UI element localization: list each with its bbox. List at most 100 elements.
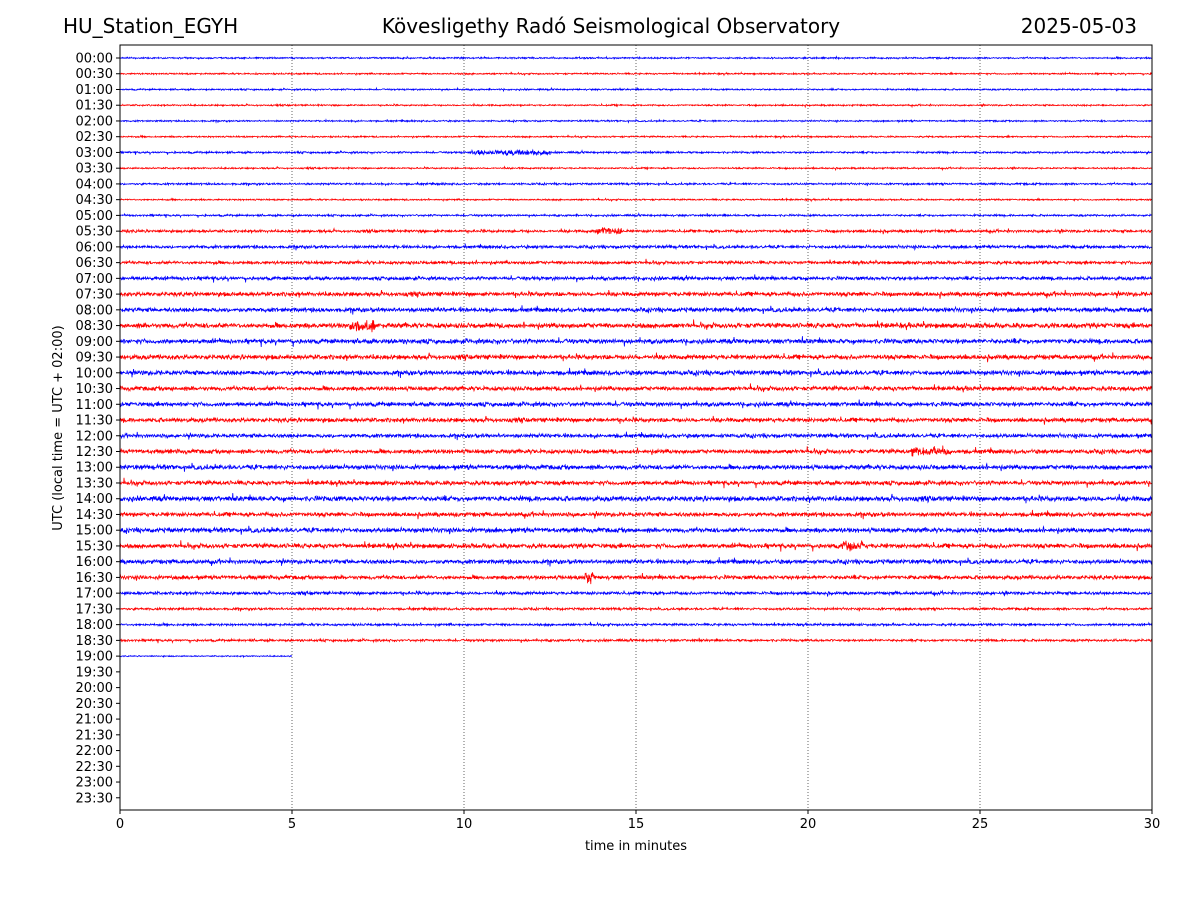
y-tick-label: 01:30 <box>76 99 113 114</box>
y-tick-label: 17:00 <box>76 587 113 602</box>
trace-0200 <box>119 118 1153 124</box>
y-tick-label: 06:00 <box>76 240 113 255</box>
chart-date: 2025-05-03 <box>1020 14 1137 38</box>
trace-1300 <box>119 462 1153 472</box>
y-tick-label: 12:00 <box>76 429 113 444</box>
x-tick-label: 5 <box>288 817 296 832</box>
y-tick-label: 22:00 <box>76 744 113 759</box>
trace-0030 <box>119 71 1153 77</box>
y-tick-label: 04:30 <box>76 193 113 208</box>
y-tick-label: 14:30 <box>76 508 113 523</box>
trace-0600 <box>119 243 1153 251</box>
x-tick-label: 30 <box>1144 817 1161 832</box>
y-tick-label: 03:30 <box>76 162 113 177</box>
y-tick-label: 12:30 <box>76 445 113 460</box>
trace-1200 <box>119 431 1153 441</box>
y-tick-label: 18:00 <box>76 618 113 633</box>
y-tick-label: 18:30 <box>76 634 113 649</box>
trace-1130 <box>119 415 1153 425</box>
trace-1030 <box>119 383 1153 393</box>
trace-0930 <box>119 352 1153 363</box>
trace-1730 <box>119 605 1153 613</box>
x-tick-label: 25 <box>972 817 989 832</box>
trace-1530 <box>119 540 1153 552</box>
x-tick-label: 20 <box>800 817 817 832</box>
y-tick-label: 02:30 <box>76 130 113 145</box>
y-tick-label: 14:00 <box>76 492 113 507</box>
trace-1700 <box>119 589 1153 597</box>
x-axis-label: time in minutes <box>585 839 687 854</box>
y-tick-label: 00:30 <box>76 67 113 82</box>
trace-0500 <box>119 212 1153 219</box>
y-tick-label: 16:00 <box>76 555 113 570</box>
x-tick-label: 15 <box>628 817 645 832</box>
y-tick-label: 05:30 <box>76 225 113 240</box>
x-tick-label: 0 <box>116 817 124 832</box>
trace-1000 <box>119 367 1153 378</box>
trace-0000 <box>119 55 1153 61</box>
trace-1800 <box>119 621 1153 628</box>
station-name: HU_Station_EGYH <box>63 14 239 38</box>
trace-1830 <box>119 637 1153 644</box>
y-tick-label: 01:00 <box>76 83 113 98</box>
trace-0230 <box>119 134 1153 140</box>
trace-1230 <box>119 445 1153 457</box>
y-tick-label: 07:00 <box>76 272 113 287</box>
y-tick-label: 08:00 <box>76 303 113 318</box>
y-tick-label: 03:00 <box>76 146 113 161</box>
y-tick-label: 11:30 <box>76 414 113 429</box>
trace-0400 <box>119 180 1153 187</box>
trace-1430 <box>119 509 1153 520</box>
y-tick-label: 05:00 <box>76 209 113 224</box>
trace-0430 <box>119 197 1153 203</box>
y-tick-label: 17:30 <box>76 602 113 617</box>
y-tick-label: 21:30 <box>76 728 113 743</box>
y-tick-label: 13:00 <box>76 461 113 476</box>
trace-0530 <box>119 227 1153 236</box>
trace-1330 <box>119 477 1153 489</box>
y-tick-label: 15:30 <box>76 539 113 554</box>
chart-title: Kövesligethy Radó Seismological Observat… <box>381 14 841 38</box>
y-tick-label: 11:00 <box>76 398 113 413</box>
trace-1600 <box>119 557 1153 567</box>
y-tick-label: 04:00 <box>76 177 113 192</box>
y-tick-label: 15:00 <box>76 524 113 539</box>
trace-1630 <box>119 572 1153 585</box>
trace-0730 <box>119 289 1153 299</box>
trace-0130 <box>119 102 1153 109</box>
y-tick-label: 00:00 <box>76 52 113 67</box>
trace-0630 <box>119 258 1153 266</box>
y-axis-label: UTC (local time = UTC + 02:00) <box>51 325 66 530</box>
trace-0900 <box>119 336 1153 348</box>
y-tick-label: 09:00 <box>76 335 113 350</box>
y-tick-label: 19:30 <box>76 665 113 680</box>
y-tick-label: 08:30 <box>76 319 113 334</box>
trace-0700 <box>119 274 1153 283</box>
trace-1900 <box>119 654 293 659</box>
y-tick-label: 20:30 <box>76 697 113 712</box>
y-tick-label: 16:30 <box>76 571 113 586</box>
y-tick-label: 10:30 <box>76 382 113 397</box>
trace-1500 <box>119 525 1153 535</box>
y-tick-label: 06:30 <box>76 256 113 271</box>
trace-0100 <box>119 86 1153 93</box>
x-tick-label: 10 <box>456 817 473 832</box>
y-tick-label: 10:00 <box>76 366 113 381</box>
trace-1400 <box>119 493 1153 504</box>
trace-0330 <box>119 165 1153 172</box>
trace-0830 <box>119 319 1153 333</box>
y-tick-label: 07:30 <box>76 288 113 303</box>
y-tick-label: 23:00 <box>76 776 113 791</box>
trace-0800 <box>119 305 1153 315</box>
y-tick-label: 02:00 <box>76 114 113 129</box>
y-tick-label: 20:00 <box>76 681 113 696</box>
y-tick-label: 13:30 <box>76 476 113 491</box>
y-tick-label: 19:00 <box>76 650 113 665</box>
y-tick-label: 21:00 <box>76 713 113 728</box>
trace-1100 <box>119 399 1153 410</box>
trace-0300 <box>119 148 1153 157</box>
y-tick-label: 22:30 <box>76 760 113 775</box>
y-tick-label: 23:30 <box>76 791 113 806</box>
y-tick-label: 09:30 <box>76 351 113 366</box>
